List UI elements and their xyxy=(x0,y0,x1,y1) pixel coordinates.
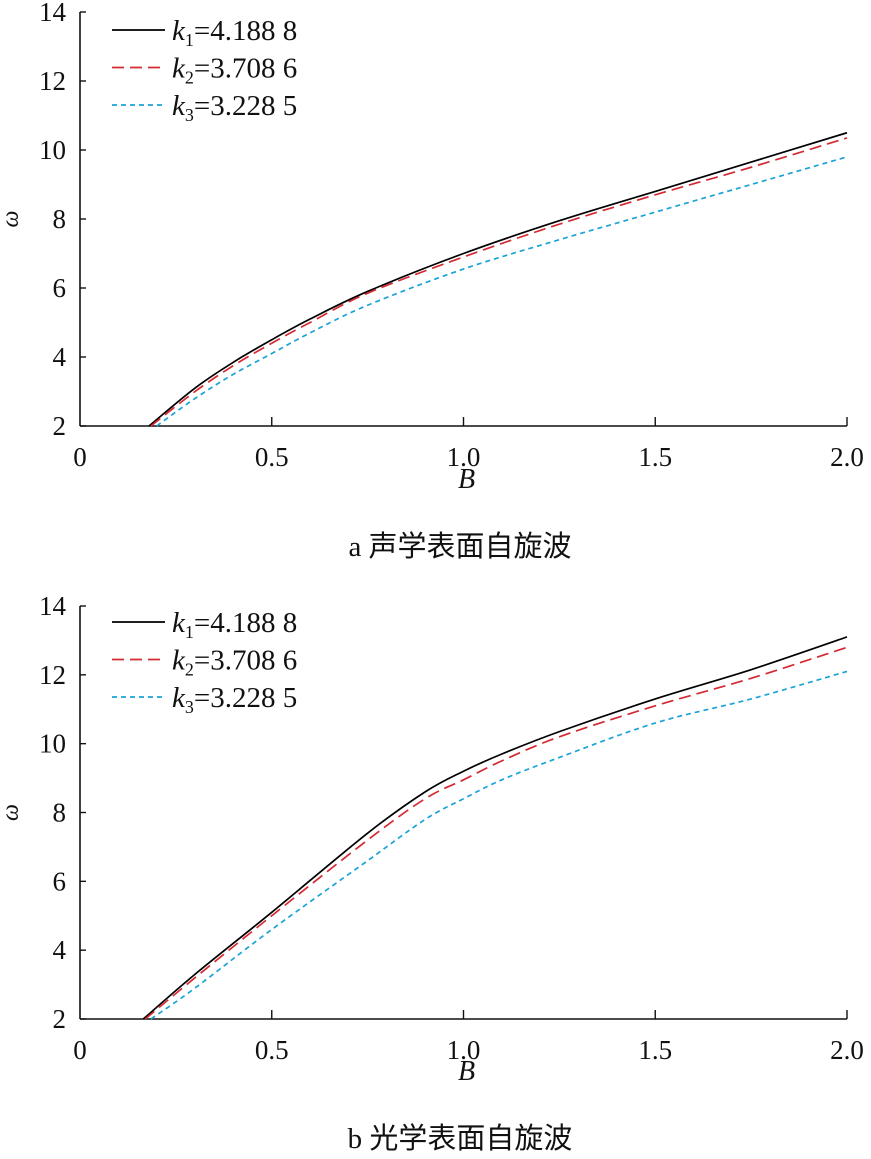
legend-subscript: 2 xyxy=(185,660,194,680)
legend-subscript: 3 xyxy=(185,105,194,125)
legend-entry: k3=3.228 5 xyxy=(172,682,297,717)
y-tick-label: 4 xyxy=(53,935,67,965)
y-tick-label: 12 xyxy=(39,660,66,690)
x-tick-label: 1.0 xyxy=(447,1035,481,1065)
legend-k-symbol: k xyxy=(172,682,186,714)
legend-k-symbol: k xyxy=(172,15,186,47)
y-tick-label: 14 xyxy=(39,0,67,27)
legend-value: =3.228 5 xyxy=(194,682,297,714)
legend-k-symbol: k xyxy=(172,90,186,122)
series-line-k1 xyxy=(142,636,848,1020)
x-axis-label: B xyxy=(458,464,475,495)
x-tick-label: 1.5 xyxy=(638,1035,672,1065)
y-tick-label: 8 xyxy=(53,798,67,828)
legend-k-symbol: k xyxy=(172,645,186,677)
y-tick-label: 8 xyxy=(53,204,67,234)
legend-entry: k3=3.228 5 xyxy=(172,90,297,125)
legend-subscript: 1 xyxy=(185,30,194,50)
legend-value: =3.708 6 xyxy=(194,645,297,677)
legend-subscript: 3 xyxy=(185,697,194,717)
legend-value: =3.708 6 xyxy=(194,53,297,85)
y-tick-label: 6 xyxy=(53,866,67,896)
x-tick-label: 0 xyxy=(73,442,87,472)
chart-caption: b 光学表面自旋波 xyxy=(348,1122,573,1155)
y-tick-label: 6 xyxy=(53,273,67,303)
legend-subscript: 2 xyxy=(185,68,194,88)
series-line-k3 xyxy=(156,156,848,427)
y-axis-label: ω xyxy=(0,804,24,821)
legend-k-symbol: k xyxy=(172,607,186,639)
y-tick-label: 2 xyxy=(53,1004,67,1034)
x-tick-label: 1.5 xyxy=(638,442,672,472)
legend-entry: k2=3.708 6 xyxy=(172,645,297,680)
x-axis-label: B xyxy=(458,1056,475,1087)
y-tick-label: 12 xyxy=(39,66,66,96)
legend-entry: k2=3.708 6 xyxy=(172,53,297,88)
series-line-k2 xyxy=(150,137,848,427)
y-tick-label: 2 xyxy=(53,411,67,441)
y-axis-label: ω xyxy=(0,211,24,228)
legend-entry: k1=4.188 8 xyxy=(172,15,297,50)
y-tick-label: 4 xyxy=(53,342,67,372)
y-tick-label: 14 xyxy=(39,591,67,621)
y-tick-label: 10 xyxy=(39,729,66,759)
x-tick-label: 2.0 xyxy=(830,442,864,472)
x-tick-label: 2.0 xyxy=(830,1035,864,1065)
legend-subscript: 1 xyxy=(185,622,194,642)
x-tick-label: 0.5 xyxy=(255,1035,289,1065)
x-tick-label: 1.0 xyxy=(447,442,481,472)
y-tick-label: 10 xyxy=(39,135,66,165)
legend-value: =3.228 5 xyxy=(194,90,297,122)
legend-k-symbol: k xyxy=(172,53,186,85)
series-line-k1 xyxy=(148,131,848,427)
series-line-k3 xyxy=(150,670,848,1020)
series-line-k2 xyxy=(144,646,848,1020)
x-tick-label: 0 xyxy=(73,1035,87,1065)
legend-value: =4.188 8 xyxy=(194,15,297,47)
x-tick-label: 0.5 xyxy=(255,442,289,472)
chart-caption: a 声学表面自旋波 xyxy=(348,530,571,563)
legend-value: =4.188 8 xyxy=(194,607,297,639)
legend-entry: k1=4.188 8 xyxy=(172,607,297,642)
